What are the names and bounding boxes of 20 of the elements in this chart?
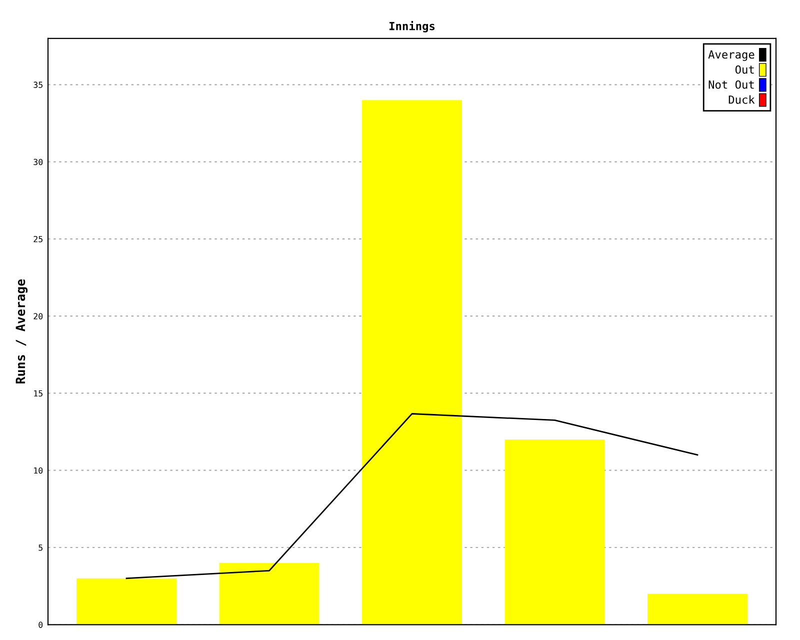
bar xyxy=(648,594,748,625)
y-tick-label: 5 xyxy=(38,544,42,551)
legend-label: Duck xyxy=(728,95,755,104)
bar xyxy=(219,562,320,625)
y-axis-title: Runs / Average xyxy=(16,279,28,384)
legend-label: Average xyxy=(708,50,754,61)
y-tick-label: 20 xyxy=(34,313,43,320)
y-tick-label: 0 xyxy=(38,622,43,628)
line-series xyxy=(126,413,698,580)
y-tick-label: 25 xyxy=(34,236,42,242)
bar xyxy=(76,578,176,625)
y-tick-label: 15 xyxy=(34,390,42,397)
y-tick-label: 30 xyxy=(34,158,43,166)
chart-title: Innings xyxy=(390,21,435,32)
bar xyxy=(504,440,605,625)
bar xyxy=(362,100,462,625)
y-tick-label: 10 xyxy=(34,467,43,474)
legend-label: Not Out xyxy=(708,80,754,89)
legend-label: Out xyxy=(735,65,754,74)
y-tick-label: 35 xyxy=(34,82,42,88)
